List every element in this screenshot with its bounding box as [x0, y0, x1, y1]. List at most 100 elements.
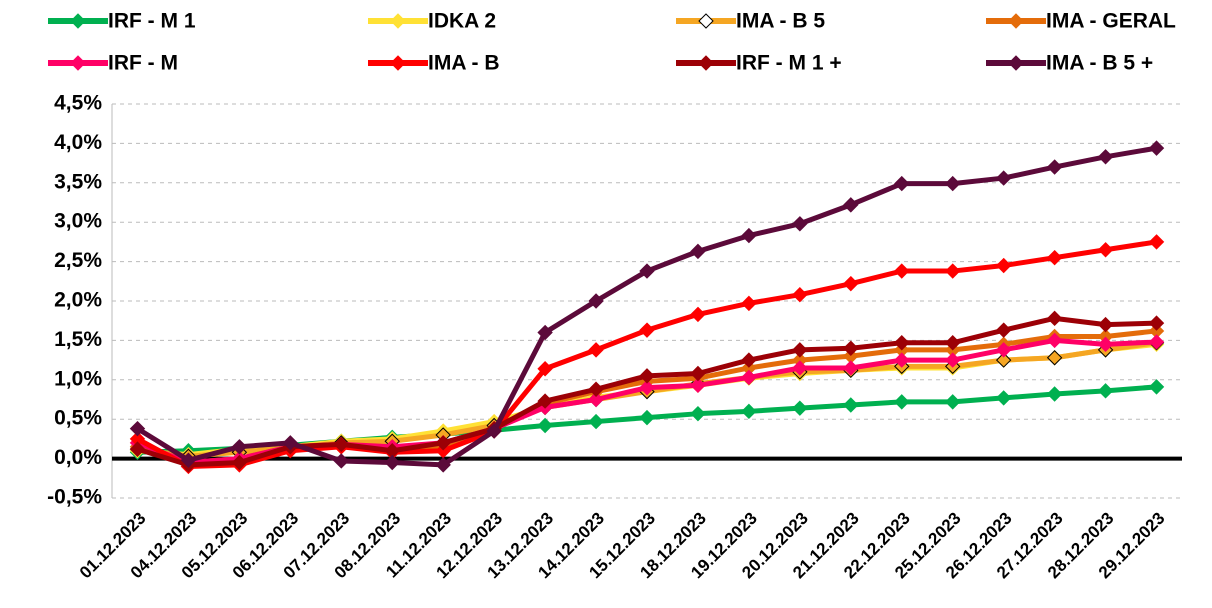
y-tick-label: -0,5% [47, 486, 102, 509]
legend-marker [698, 55, 714, 71]
data-marker [741, 369, 757, 386]
data-marker [384, 454, 400, 471]
legend-item: IMA - B 5 [676, 10, 825, 33]
data-marker [741, 227, 757, 244]
legend-marker [390, 55, 406, 71]
legend-item: IMA - B 5 + [986, 52, 1153, 75]
data-marker [741, 295, 757, 312]
data-marker [333, 436, 349, 453]
data-marker [843, 340, 859, 356]
data-marker [945, 335, 961, 351]
data-marker [995, 322, 1012, 338]
y-tick-label: 0,5% [54, 407, 102, 430]
data-marker [1148, 334, 1165, 350]
data-marker [894, 175, 910, 192]
data-marker [588, 381, 604, 397]
data-marker [843, 360, 859, 376]
data-marker [537, 324, 553, 341]
legend-marker [698, 13, 714, 29]
data-marker [282, 435, 299, 451]
legend-marker [70, 55, 86, 71]
data-marker [588, 413, 604, 430]
data-marker [1046, 249, 1063, 266]
data-marker [690, 243, 706, 260]
data-marker [995, 257, 1012, 274]
y-tick-label: 1,0% [54, 367, 102, 390]
data-marker [894, 335, 910, 351]
data-marker [792, 342, 808, 358]
legend-item: IDKA 2 [368, 10, 496, 33]
y-tick-label: 3,0% [54, 210, 102, 233]
data-marker [1097, 336, 1114, 353]
data-marker [588, 293, 604, 309]
y-tick-label: 0,0% [54, 446, 102, 469]
data-marker [894, 394, 910, 410]
y-tick-label: 2,5% [54, 249, 102, 272]
data-marker [588, 342, 604, 358]
data-marker [333, 453, 349, 469]
legend-label: IMA - B 5 [736, 10, 825, 33]
y-tick-label: 2,0% [54, 289, 102, 312]
data-marker [1097, 316, 1114, 333]
data-marker [690, 306, 706, 323]
legend-item: IMA - GERAL [986, 10, 1176, 33]
data-marker [995, 342, 1012, 358]
data-marker [792, 400, 808, 416]
data-marker [486, 423, 502, 439]
data-marker [792, 216, 808, 232]
data-marker [639, 263, 655, 279]
data-marker [537, 361, 553, 377]
data-marker [945, 394, 961, 410]
legend-marker [390, 13, 406, 29]
data-marker [843, 397, 859, 413]
legend-item: IRF - M [48, 52, 178, 75]
data-marker [690, 365, 706, 382]
data-marker [435, 435, 451, 451]
data-marker [639, 379, 655, 396]
data-marker [639, 409, 655, 426]
data-marker [690, 405, 706, 422]
legend-label: IRF - M [108, 52, 178, 75]
y-tick-label: 1,5% [54, 328, 102, 351]
data-marker [1097, 149, 1114, 165]
data-marker [894, 263, 910, 279]
legend-label: IRF - M 1 [108, 10, 196, 33]
legend-marker [1008, 55, 1024, 71]
data-marker [945, 175, 961, 192]
data-marker [1097, 242, 1114, 258]
y-tick-label: 3,5% [54, 170, 102, 193]
data-marker [435, 457, 451, 473]
data-marker [1046, 159, 1063, 175]
data-marker [129, 420, 146, 437]
data-marker [1046, 310, 1063, 327]
data-marker [894, 352, 910, 368]
legend-label: IRF - M 1 + [736, 52, 842, 75]
data-marker [639, 368, 655, 384]
legend-label: IDKA 2 [428, 10, 496, 33]
y-tick-label: 4,5% [54, 92, 102, 115]
data-marker [843, 197, 859, 213]
data-marker [1148, 379, 1165, 395]
data-marker [639, 322, 655, 338]
data-marker [945, 352, 961, 368]
data-marker [995, 352, 1012, 368]
data-marker [945, 263, 961, 279]
data-marker [792, 360, 808, 376]
data-marker [537, 417, 553, 434]
legend-label: IMA - GERAL [1046, 10, 1176, 33]
data-marker [1148, 234, 1165, 250]
data-marker [1046, 386, 1063, 402]
data-marker [1046, 350, 1063, 366]
data-marker [741, 403, 757, 420]
data-marker [741, 352, 757, 368]
data-marker [995, 170, 1012, 186]
data-marker [588, 391, 604, 408]
data-marker [231, 454, 248, 471]
data-marker [537, 393, 553, 409]
data-marker [129, 441, 146, 457]
data-marker [180, 452, 197, 468]
data-marker [792, 286, 808, 303]
data-marker [995, 390, 1012, 406]
data-marker [1046, 332, 1063, 349]
